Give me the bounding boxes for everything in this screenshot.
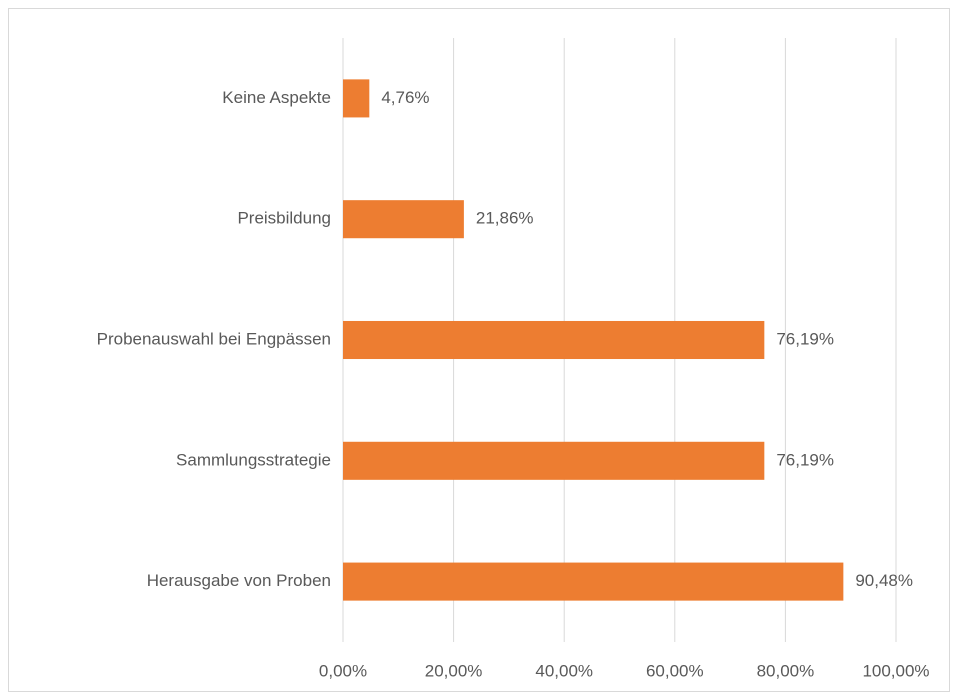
- y-tick-label: Sammlungsstrategie: [176, 450, 331, 469]
- bar: [343, 320, 765, 360]
- x-tick-label: 0,00%: [319, 661, 367, 680]
- value-label: 76,19%: [776, 329, 834, 348]
- x-tick-label: 20,00%: [425, 661, 483, 680]
- x-tick-label: 60,00%: [646, 661, 704, 680]
- value-label: 21,86%: [476, 209, 534, 228]
- value-label: 4,76%: [381, 88, 429, 107]
- value-label: 90,48%: [855, 571, 913, 590]
- bar: [343, 200, 464, 239]
- bar: [343, 79, 370, 118]
- bar: [343, 562, 844, 601]
- y-tick-label: Herausgabe von Proben: [147, 571, 331, 590]
- y-tick-label: Keine Aspekte: [222, 88, 331, 107]
- bar: [343, 441, 765, 480]
- x-tick-label: 40,00%: [535, 661, 593, 680]
- x-tick-label: 100,00%: [862, 661, 929, 680]
- y-tick-label: Probenauswahl bei Engpässen: [97, 329, 331, 348]
- y-tick-label: Preisbildung: [237, 209, 331, 228]
- value-label: 76,19%: [776, 450, 834, 469]
- x-tick-label: 80,00%: [757, 661, 815, 680]
